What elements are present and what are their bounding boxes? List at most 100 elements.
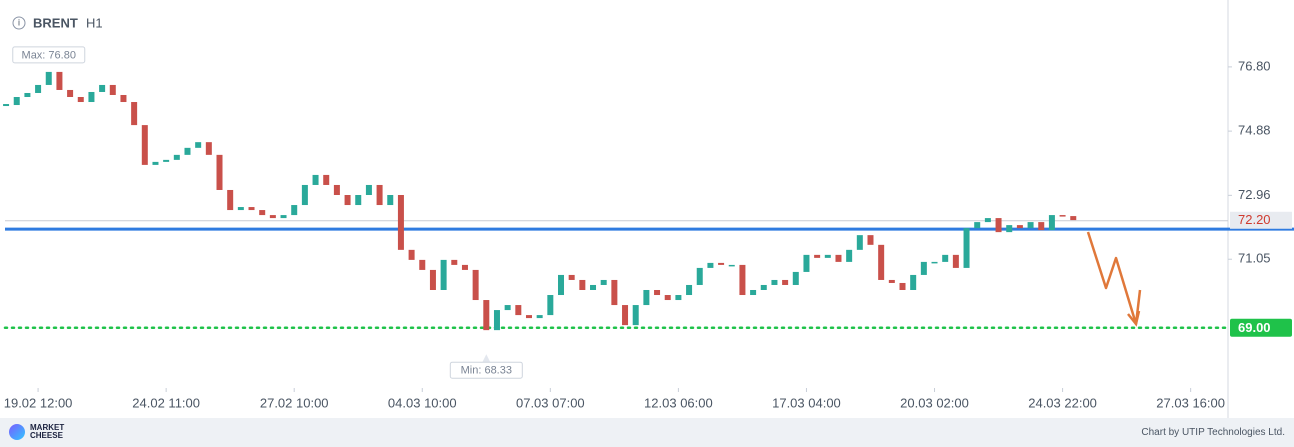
- x-tick-label: 04.03 10:00: [388, 395, 457, 410]
- candle: [590, 284, 597, 290]
- candle: [1006, 225, 1013, 233]
- candle: [920, 261, 927, 275]
- candle: [88, 91, 95, 103]
- x-tick-label: 12.03 06:00: [644, 395, 713, 410]
- candle: [344, 195, 351, 206]
- candle: [333, 184, 340, 196]
- candle: [152, 161, 159, 165]
- candle: [365, 184, 372, 196]
- target-label: 69.00: [1238, 320, 1271, 335]
- candle: [664, 295, 671, 301]
- candle: [397, 195, 404, 250]
- min-box: [449, 361, 523, 379]
- target-tag: [1230, 318, 1292, 337]
- candle: [237, 207, 244, 211]
- last-price-tag: [1230, 211, 1292, 229]
- candle: [856, 235, 863, 250]
- candle: [269, 215, 276, 219]
- candle: [483, 300, 490, 331]
- candle: [248, 207, 255, 211]
- candle: [995, 218, 1002, 233]
- candle: [750, 289, 757, 296]
- candle: [536, 315, 543, 319]
- candle: [675, 295, 682, 301]
- candle: [707, 262, 714, 268]
- symbol: BRENT: [33, 15, 78, 30]
- x-tick-label: 07.03 07:00: [516, 395, 585, 410]
- candle: [814, 254, 821, 258]
- candle: [643, 289, 650, 306]
- logo-icon: [9, 424, 25, 440]
- candle: [984, 218, 991, 223]
- candle: [654, 289, 661, 296]
- candle: [739, 264, 746, 296]
- candle: [525, 315, 532, 319]
- x-tick-label: 17.03 04:00: [772, 395, 841, 410]
- candle: [1016, 225, 1023, 229]
- info-icon[interactable]: [12, 16, 26, 30]
- candle: [760, 284, 767, 290]
- candle: [931, 261, 938, 264]
- candle: [131, 102, 138, 126]
- min-label: Min: 68.33: [461, 365, 512, 377]
- candle: [461, 264, 468, 270]
- candle: [611, 279, 618, 306]
- candle: [974, 222, 981, 229]
- candle: [493, 310, 500, 331]
- candle: [504, 305, 511, 311]
- candle: [803, 254, 810, 272]
- candle: [440, 259, 447, 290]
- candle: [13, 97, 20, 106]
- candle: [846, 249, 853, 262]
- candle: [899, 282, 906, 290]
- x-tick-label: 24.03 22:00: [1028, 395, 1097, 410]
- candle: [952, 254, 959, 268]
- x-tick-label: 20.03 02:00: [900, 395, 969, 410]
- candle: [280, 215, 287, 219]
- y-tick-label: 74.88: [1238, 123, 1271, 138]
- candle: [782, 279, 789, 285]
- candle: [291, 205, 298, 216]
- candle: [867, 235, 874, 245]
- candle: [558, 274, 565, 296]
- candle: [35, 84, 42, 93]
- y-tick-label: 71.05: [1238, 251, 1271, 266]
- candle: [718, 262, 725, 265]
- candle: [835, 254, 842, 262]
- candle: [792, 271, 799, 285]
- candle: [355, 195, 362, 206]
- candle: [109, 84, 116, 95]
- candle: [45, 71, 52, 85]
- logo: MARKET CHEESE: [30, 423, 65, 440]
- candle: [323, 174, 330, 185]
- max-label: Max: 76.80: [22, 49, 76, 61]
- info-icon-glyph: i: [18, 17, 20, 27]
- candle: [579, 279, 586, 290]
- candle: [163, 159, 170, 162]
- chart: i BRENT H1 76.80 74.88 72.96 71.05 19.02 12:…: [3, 0, 1294, 418]
- candle: [24, 92, 31, 97]
- candle: [1048, 215, 1055, 231]
- x-tick-label: 27.03 16:00: [1156, 395, 1225, 410]
- candle: [547, 295, 554, 316]
- candle: [771, 279, 778, 285]
- candle: [963, 228, 970, 268]
- candle: [77, 97, 84, 103]
- candle: [408, 249, 415, 260]
- min-pointer: [482, 354, 491, 363]
- candle: [429, 269, 436, 290]
- candle: [568, 274, 575, 280]
- candle: [888, 279, 895, 283]
- candle: [195, 142, 202, 148]
- candle: [728, 264, 735, 267]
- candle: [824, 254, 831, 258]
- y-tick-label: 72.96: [1238, 187, 1271, 202]
- candle: [451, 259, 458, 265]
- candle: [387, 195, 394, 206]
- candle: [910, 274, 917, 290]
- candle: [515, 305, 522, 316]
- credit: Chart by UTIP Technologies Ltd.: [1141, 427, 1285, 438]
- candle: [1059, 215, 1066, 217]
- candle: [184, 147, 191, 155]
